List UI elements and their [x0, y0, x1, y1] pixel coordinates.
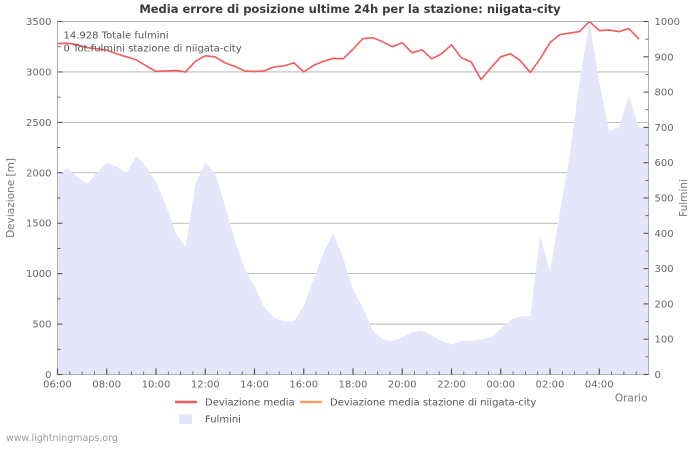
- tick-label-left: 500: [32, 320, 51, 331]
- tick-label-bottom: 22:00: [437, 380, 466, 391]
- tick-label-right: 900: [655, 52, 674, 63]
- tick-label-bottom: 20:00: [388, 380, 417, 391]
- tick-label-right: 0: [655, 370, 661, 381]
- tick-label-bottom: 00:00: [486, 380, 515, 391]
- tick-label-bottom: 12:00: [191, 380, 220, 391]
- chart-legend: Deviazione media Deviazione media stazion…: [175, 398, 536, 426]
- tick-label-bottom: 08:00: [92, 380, 121, 391]
- tick-label-right: 1000: [655, 17, 680, 28]
- plot-annotations: 14.928 Totale fulmini 0 Tot.fulmini stazi…: [64, 31, 242, 55]
- legend-label: Fulmini: [205, 415, 241, 426]
- tick-label-left: 2000: [26, 168, 51, 179]
- tick-label-left: 0: [45, 370, 51, 381]
- tick-label-left: 3000: [26, 67, 51, 78]
- tick-label-left: 1000: [26, 269, 51, 280]
- tick-label-bottom: 04:00: [585, 380, 614, 391]
- tick-label-right: 800: [655, 88, 674, 99]
- tick-label-bottom: 10:00: [142, 380, 171, 391]
- legend-label: Deviazione media: [205, 398, 295, 409]
- annotation-0: 14.928 Totale fulmini: [64, 31, 169, 42]
- tick-label-bottom: 18:00: [339, 380, 368, 391]
- axis-title-left: Deviazione [m]: [5, 158, 17, 238]
- chart-title: Media errore di posizione ultime 24h per…: [139, 2, 561, 16]
- tick-label-right: 100: [655, 335, 674, 346]
- annotation-1: 0 Tot.fulmini stazione di niigata-city: [64, 44, 242, 55]
- line-series-0: [56, 20, 640, 81]
- tick-label-right: 600: [655, 158, 674, 169]
- tick-label-bottom: 14:00: [240, 380, 269, 391]
- tick-label-left: 3500: [26, 17, 51, 28]
- tick-label-right: 500: [655, 194, 674, 205]
- tick-label-bottom: 16:00: [289, 380, 318, 391]
- area-series-fulmini: [57, 21, 649, 375]
- axis-right: 0 100 200 300 400 500 600 700 800 900 1000: [643, 17, 680, 381]
- tick-label-right: 300: [655, 264, 674, 275]
- axis-bottom: 06:00 08:00 10:00 12:00 14:00 16:00 18:00 20:00…: [43, 368, 637, 391]
- axis-title-bottom: Orario: [615, 393, 648, 405]
- tick-label-right: 200: [655, 299, 674, 310]
- legend-label: Deviazione media stazione di niigata-cit…: [330, 398, 536, 409]
- tick-label-left: 2500: [26, 118, 51, 129]
- legend-swatch-area: [179, 414, 192, 424]
- footer-attribution: www.lightningmaps.org: [6, 433, 118, 444]
- tick-label-bottom: 06:00: [43, 380, 72, 391]
- tick-label-left: 1500: [26, 219, 51, 230]
- tick-label-right: 700: [655, 123, 674, 134]
- axis-title-right: Fulmini: [678, 179, 690, 217]
- tick-label-right: 400: [655, 229, 674, 240]
- axis-left: 0 500 1000 1500 2000 2500 3000 3500: [26, 17, 63, 381]
- tick-label-bottom: 02:00: [536, 380, 565, 391]
